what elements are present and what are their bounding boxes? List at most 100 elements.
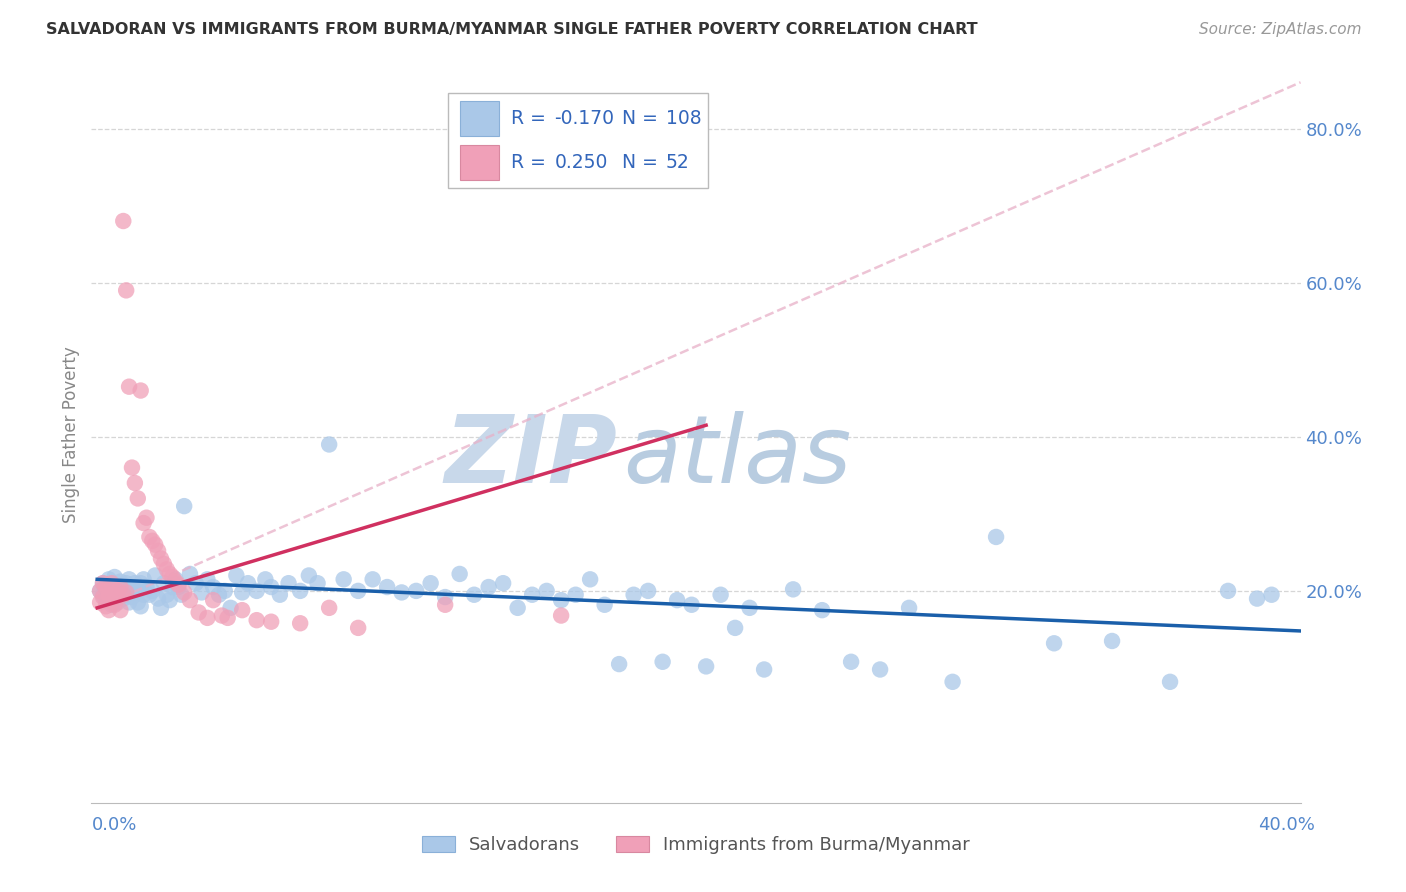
Point <box>214 583 236 598</box>
Point <box>478 580 501 594</box>
Point <box>254 572 277 586</box>
Point <box>710 588 733 602</box>
Point <box>124 585 146 599</box>
Point <box>103 590 125 604</box>
Point <box>231 585 253 599</box>
Point <box>162 580 184 594</box>
Point <box>942 674 965 689</box>
Point <box>146 591 169 606</box>
Point <box>187 606 209 620</box>
Point <box>623 588 645 602</box>
Point <box>135 510 157 524</box>
Point <box>110 580 132 594</box>
Point <box>347 583 370 598</box>
Point <box>536 583 558 598</box>
Point <box>100 576 122 591</box>
Point <box>153 576 176 591</box>
Point <box>103 598 125 612</box>
Point <box>127 491 149 506</box>
Point <box>869 663 891 677</box>
Point <box>94 599 117 614</box>
Point <box>419 576 441 591</box>
Point <box>110 585 132 599</box>
Point <box>520 588 543 602</box>
Point <box>100 598 122 612</box>
Point <box>231 603 253 617</box>
Point <box>195 611 218 625</box>
Point <box>97 588 120 602</box>
Text: N =: N = <box>623 153 664 172</box>
Text: Source: ZipAtlas.com: Source: ZipAtlas.com <box>1198 22 1361 37</box>
Point <box>225 568 247 582</box>
Point <box>91 588 114 602</box>
Text: -0.170: -0.170 <box>554 109 614 128</box>
Point <box>506 600 529 615</box>
Point <box>1159 674 1181 689</box>
Point <box>898 600 921 615</box>
Point <box>112 214 135 228</box>
Point <box>156 562 179 576</box>
Point <box>107 595 129 609</box>
Point <box>91 590 114 604</box>
Point <box>347 621 370 635</box>
Point <box>89 595 111 609</box>
Point <box>637 583 659 598</box>
Point <box>149 600 172 615</box>
Point <box>167 580 190 594</box>
Point <box>246 583 269 598</box>
Point <box>1260 588 1282 602</box>
Point <box>179 566 201 581</box>
Point <box>1216 583 1239 598</box>
Point <box>492 576 515 591</box>
Text: ZIP: ZIP <box>444 411 617 503</box>
Point <box>112 591 135 606</box>
Point <box>127 583 149 598</box>
Point <box>97 572 120 586</box>
Point <box>288 583 311 598</box>
Point <box>118 572 141 586</box>
Point <box>100 593 122 607</box>
Point <box>103 588 125 602</box>
Point <box>1246 591 1268 606</box>
Point <box>110 574 132 589</box>
Point <box>91 576 114 591</box>
Point <box>100 578 122 592</box>
Point <box>112 580 135 594</box>
Point <box>219 600 242 615</box>
Point <box>156 588 179 602</box>
Text: 40.0%: 40.0% <box>1258 816 1315 834</box>
Point <box>375 580 398 594</box>
Point <box>173 585 195 599</box>
Point <box>127 595 149 609</box>
Point <box>277 576 299 591</box>
Point <box>121 590 143 604</box>
Point <box>118 595 141 609</box>
Point <box>318 600 340 615</box>
Text: 52: 52 <box>665 153 689 172</box>
Point <box>184 576 207 591</box>
Point <box>146 544 169 558</box>
Point <box>593 598 616 612</box>
Point <box>115 284 138 298</box>
Point <box>94 580 117 594</box>
Point <box>97 588 120 602</box>
Point <box>132 572 155 586</box>
Point <box>110 603 132 617</box>
Point <box>153 557 176 571</box>
Point <box>173 499 195 513</box>
Point <box>165 572 187 586</box>
Point <box>112 588 135 602</box>
Text: SALVADORAN VS IMMIGRANTS FROM BURMA/MYANMAR SINGLE FATHER POVERTY CORRELATION CH: SALVADORAN VS IMMIGRANTS FROM BURMA/MYAN… <box>46 22 979 37</box>
Point <box>839 655 862 669</box>
Point <box>129 384 152 398</box>
Point <box>211 608 233 623</box>
Point <box>307 576 329 591</box>
Point <box>984 530 1007 544</box>
Point <box>170 588 193 602</box>
Point <box>107 583 129 598</box>
Point <box>208 588 231 602</box>
Point <box>318 437 340 451</box>
Point <box>132 516 155 530</box>
Point <box>141 583 163 598</box>
Point <box>564 588 586 602</box>
